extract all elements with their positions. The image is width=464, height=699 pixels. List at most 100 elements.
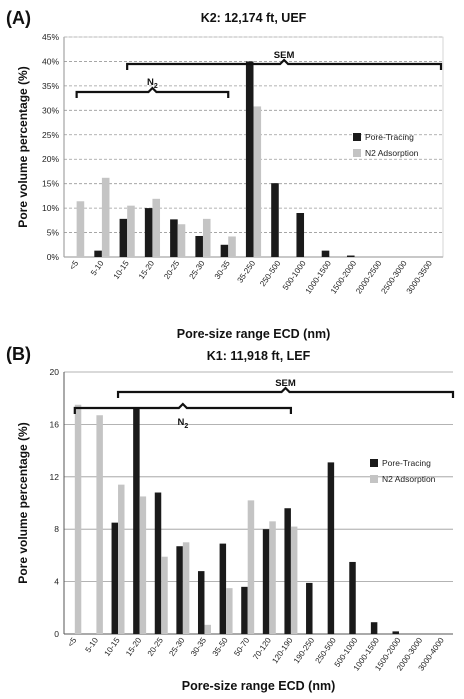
- bar-pore-tracing: [392, 631, 399, 634]
- n2-bracket: [75, 86, 230, 98]
- bar-pore-tracing: [94, 250, 102, 257]
- bar-n2-adsorption: [202, 218, 211, 257]
- bar-n2-adsorption: [247, 500, 255, 634]
- bar-pore-tracing: [327, 462, 335, 634]
- y-tick-label: 10%: [42, 203, 59, 213]
- bar-n2-adsorption: [253, 106, 262, 257]
- legend-label: Pore-Tracing: [365, 132, 414, 142]
- bar-pore-tracing: [144, 208, 153, 257]
- panel-b: (B) K1: 11,918 ft, LEF 0 4 8 12 16 20 <5 5-10 10-1…: [6, 344, 455, 693]
- y-axis-label: Pore volume percentage (%): [16, 66, 30, 227]
- chart-title: K1: 11,918 ft, LEF: [207, 349, 311, 363]
- x-tick-label: 10-15: [112, 259, 131, 281]
- bar-n2-adsorption: [139, 496, 147, 634]
- n2-bracket: [73, 402, 293, 414]
- x-tick-label: 25-30: [187, 259, 206, 281]
- bar-pore-tracing: [176, 546, 183, 634]
- sem-label: SEM: [274, 50, 295, 61]
- x-tick-label: 15-20: [137, 259, 156, 281]
- bar-n2-adsorption: [118, 484, 125, 634]
- x-tick-label: 30-35: [189, 636, 208, 658]
- legend-swatch: [370, 459, 378, 467]
- bar-n2-adsorption: [152, 198, 161, 257]
- bar-pore-tracing: [133, 407, 140, 634]
- x-tick-label: 10-15: [103, 636, 122, 658]
- y-tick-label: 0%: [47, 252, 60, 262]
- y-tick-label: 30%: [42, 105, 59, 115]
- x-axis-label: Pore-size range ECD (nm): [177, 327, 331, 341]
- y-tick-label: 20: [50, 367, 60, 377]
- y-tick-label: 16: [50, 419, 60, 429]
- panel-label: (B): [6, 344, 31, 364]
- x-tick-label: 20-25: [146, 636, 165, 658]
- bar-n2-adsorption: [228, 236, 236, 257]
- sem-label: SEM: [275, 378, 296, 389]
- n2-label: N2: [147, 77, 158, 90]
- x-tick-label: 50-70: [232, 636, 251, 658]
- x-tick-label: 35-250: [235, 259, 257, 285]
- legend-label: Pore-Tracing: [382, 458, 431, 468]
- bar-pore-tracing: [170, 219, 178, 257]
- y-tick-label: 40%: [42, 56, 59, 66]
- x-tick-label: 30-35: [213, 259, 232, 281]
- bar-pore-tracing: [321, 250, 330, 257]
- bar-n2-adsorption: [101, 177, 110, 257]
- x-tick-label: 70-120: [251, 636, 273, 662]
- bar-pore-tracing: [346, 255, 355, 257]
- n2-label: N2: [177, 417, 188, 430]
- x-tick-label: 35-50: [211, 636, 230, 658]
- bar-pore-tracing: [241, 586, 248, 634]
- bar-pore-tracing: [220, 244, 229, 257]
- bar-pore-tracing: [195, 235, 203, 257]
- bar-pore-tracing: [284, 508, 291, 634]
- bar-pore-tracing: [271, 183, 279, 257]
- y-tick-label: 8: [54, 524, 59, 534]
- y-axis-label: Pore volume percentage (%): [16, 422, 30, 583]
- x-tick-label: <5: [66, 636, 79, 649]
- bar-pore-tracing: [197, 571, 205, 634]
- bar-pore-tracing: [154, 492, 162, 634]
- y-tick-label: 12: [50, 472, 60, 482]
- bar-pore-tracing: [306, 582, 313, 634]
- x-tick-label: 250-500: [258, 259, 283, 289]
- x-axis-label: Pore-size range ECD (nm): [182, 679, 336, 693]
- bar-n2-adsorption: [76, 201, 85, 257]
- y-tick-label: 15%: [42, 179, 59, 189]
- x-tick-label: 15-20: [124, 636, 143, 658]
- bar-pore-tracing: [119, 218, 128, 257]
- bar-n2-adsorption: [96, 415, 103, 634]
- bar-n2-adsorption: [290, 526, 298, 634]
- legend-label: N2 Adsorption: [365, 148, 419, 158]
- legend-label: N2 Adsorption: [382, 474, 436, 484]
- x-tick-label: 3000-3500: [405, 259, 435, 296]
- x-tick-label: 120-190: [270, 636, 295, 666]
- x-tick-label: <5: [68, 259, 81, 272]
- bar-n2-adsorption: [127, 205, 135, 257]
- y-tick-label: 25%: [42, 130, 59, 140]
- bar-pore-tracing: [370, 622, 378, 634]
- y-tick-label: 35%: [42, 81, 59, 91]
- bar-n2-adsorption: [182, 542, 190, 634]
- x-tick-label: 5-10: [89, 259, 106, 278]
- panel-label: (A): [6, 8, 31, 28]
- y-tick-label: 4: [54, 577, 59, 587]
- y-tick-label: 45%: [42, 32, 59, 42]
- y-tick-label: 5%: [47, 228, 60, 238]
- x-tick-label: 500-1000: [281, 259, 308, 292]
- x-tick-label: 5-10: [83, 636, 100, 655]
- bar-pore-tracing: [296, 213, 305, 257]
- x-tick-label: 25-30: [167, 636, 186, 658]
- bar-pore-tracing: [219, 543, 227, 634]
- bar-n2-adsorption: [226, 588, 233, 634]
- bar-n2-adsorption: [161, 556, 168, 634]
- sem-bracket: [116, 386, 455, 398]
- bar-pore-tracing: [349, 561, 356, 634]
- bar-n2-adsorption: [204, 624, 211, 634]
- bar-n2-adsorption: [74, 404, 82, 634]
- panel-a: (A) K2: 12,174 ft, UEF 0% 5% 10% 15% 20% 25% 30%…: [6, 8, 444, 341]
- sem-bracket: [126, 58, 443, 70]
- bar-pore-tracing: [245, 61, 254, 257]
- n2-subscript: 2: [154, 83, 158, 90]
- x-tick-label: 190-250: [292, 636, 317, 666]
